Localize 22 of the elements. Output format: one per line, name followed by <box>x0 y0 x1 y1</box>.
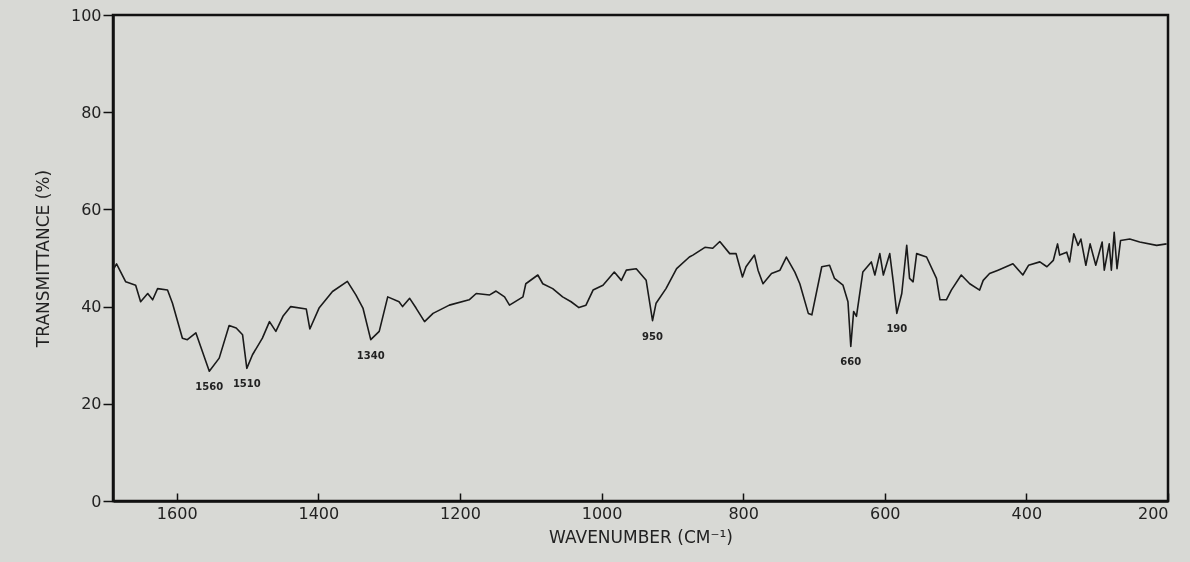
y-tick-label: 60 <box>81 199 102 219</box>
y-tick-label: 40 <box>81 297 102 317</box>
y-tick-label: 80 <box>81 102 102 122</box>
x-axis-title: WAVENUMBER (CM⁻¹) <box>549 526 733 547</box>
x-tick-label: 1200 <box>440 503 481 523</box>
x-tick-label: 1600 <box>156 503 198 523</box>
annotation: 950 <box>642 330 664 342</box>
annotation: 1560 <box>195 381 224 393</box>
x-tick-label: 1000 <box>581 503 623 523</box>
x-tick-label: 600 <box>870 503 901 523</box>
x-tick-label: 1400 <box>298 503 340 523</box>
y-tick-label: 20 <box>81 394 102 414</box>
annotation: 1510 <box>232 378 261 390</box>
annotation: 190 <box>886 323 908 335</box>
y-tick-label: 100 <box>70 5 102 25</box>
x-tick-label: 800 <box>728 503 759 523</box>
x-tick-label: 200 <box>1137 503 1169 523</box>
annotation: 660 <box>840 356 862 368</box>
annotation: 1340 <box>356 349 385 361</box>
y-tick-label: 0 <box>91 491 102 511</box>
x-tick-label: 400 <box>1011 503 1043 523</box>
y-axis-title: TRANSMITTANCE (%) <box>32 169 53 349</box>
